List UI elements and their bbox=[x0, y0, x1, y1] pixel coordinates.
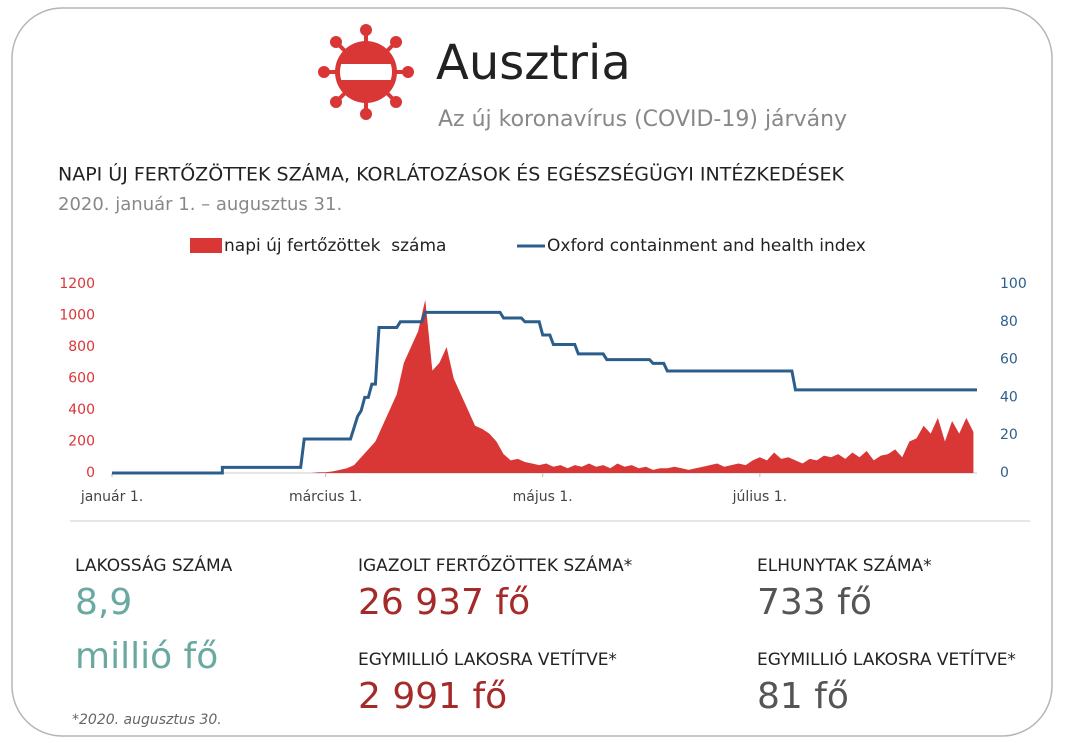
stat-label: LAKOSSÁG SZÁMA bbox=[75, 554, 233, 576]
legend-swatch bbox=[190, 238, 222, 253]
x-tick-label: március 1. bbox=[289, 489, 362, 505]
y-tick-label: 400 bbox=[68, 402, 95, 418]
stat-label: IGAZOLT FERTŐZÖTTEK SZÁMA* bbox=[358, 554, 632, 576]
stat-label: EGYMILLIÓ LAKOSRA VETÍTVE* bbox=[757, 648, 1016, 670]
stat-value: 8,9 bbox=[75, 582, 132, 623]
card bbox=[11, 7, 1053, 737]
y-tick-label: 1200 bbox=[59, 276, 95, 292]
stat-value: 26 937 fő bbox=[358, 582, 530, 623]
y-tick-label: 800 bbox=[68, 339, 95, 355]
y2-tick-label: 20 bbox=[1000, 427, 1018, 443]
stat-unit: millió fő bbox=[75, 636, 218, 677]
y-tick-label: 0 bbox=[86, 465, 95, 481]
y2-tick-label: 40 bbox=[1000, 389, 1018, 405]
y-tick-label: 600 bbox=[68, 371, 95, 387]
x-tick-label: január 1. bbox=[80, 489, 143, 505]
stat-value: 733 fő bbox=[757, 582, 872, 623]
area bbox=[311, 299, 974, 473]
stat-value: 2 991 fő bbox=[358, 676, 507, 717]
virus-icon bbox=[318, 24, 414, 120]
y-tick-label: 1000 bbox=[59, 308, 95, 324]
stat-label: ELHUNYTAK SZÁMA* bbox=[757, 554, 932, 576]
footnote: *2020. augusztus 30. bbox=[72, 712, 222, 728]
chart-subtitle: 2020. január 1. – augusztus 31. bbox=[58, 194, 342, 215]
x-tick-label: július 1. bbox=[732, 489, 788, 505]
chart-title: NAPI ÚJ FERTŐZÖTTEK SZÁMA, KORLÁTOZÁSOK … bbox=[58, 162, 845, 186]
y2-tick-label: 0 bbox=[1000, 465, 1009, 481]
title: Ausztria bbox=[436, 35, 631, 91]
legend-label: Oxford containment and health index bbox=[547, 236, 866, 256]
y2-tick-label: 60 bbox=[1000, 352, 1018, 368]
line bbox=[112, 310, 977, 475]
stat-value: 81 fő bbox=[757, 676, 849, 717]
y-tick-label: 200 bbox=[68, 434, 95, 450]
legend-label: napi új fertőzöttek száma bbox=[224, 236, 446, 256]
x-tick-label: május 1. bbox=[513, 489, 573, 505]
y2-tick-label: 100 bbox=[1000, 276, 1027, 292]
y2-tick-label: 80 bbox=[1000, 314, 1018, 330]
stat-label: EGYMILLIÓ LAKOSRA VETÍTVE* bbox=[358, 648, 617, 670]
subtitle: Az új koronavírus (COVID-19) járvány bbox=[438, 107, 847, 132]
